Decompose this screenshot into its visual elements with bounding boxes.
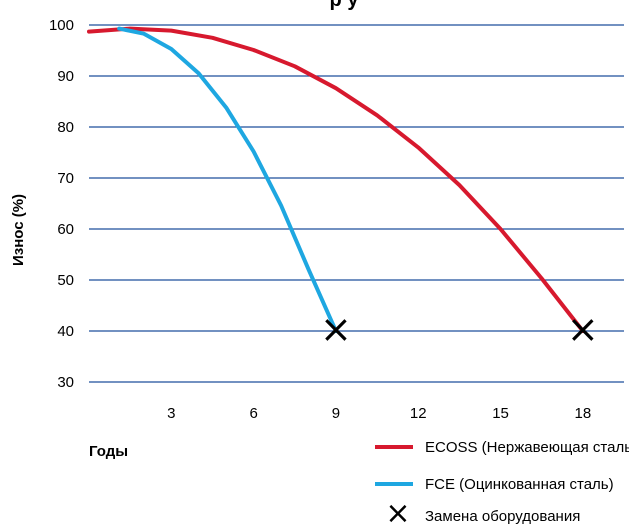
y-tick-label-100: 100 bbox=[49, 17, 74, 34]
x-tick-label-9: 9 bbox=[332, 405, 340, 422]
x-axis-label: Годы bbox=[89, 443, 128, 460]
replacement-marker-1: × bbox=[567, 307, 599, 351]
grid-lines bbox=[89, 24, 624, 383]
x-tick-label-12: 12 bbox=[410, 405, 427, 422]
y-tick-label-30: 30 bbox=[57, 374, 74, 391]
y-tick-label-70: 70 bbox=[57, 170, 74, 187]
chart-title: р у bbox=[330, 0, 360, 11]
y-tick-label-60: 60 bbox=[57, 221, 74, 238]
x-axis-ticks: 3 6 9 12 15 18 bbox=[167, 405, 591, 422]
series-lines bbox=[87, 26, 585, 333]
legend-label-ecoss: ECOSS (Нержавеющая сталь) bbox=[425, 439, 629, 456]
x-tick-label-6: 6 bbox=[249, 405, 257, 422]
legend-label-replacement: Замена оборудования bbox=[425, 508, 580, 524]
series-line-ecoss bbox=[87, 26, 585, 333]
legend-label-fce: FCE (Оцинкованная сталь) bbox=[425, 476, 614, 493]
x-tick-label-18: 18 bbox=[575, 405, 592, 422]
replacement-marker-0: × bbox=[320, 307, 352, 351]
y-axis-ticks: 30 40 50 60 70 80 90 100 bbox=[49, 17, 74, 391]
y-tick-label-40: 40 bbox=[57, 323, 74, 340]
y-tick-label-90: 90 bbox=[57, 68, 74, 85]
y-axis-label: Износ (%) bbox=[10, 194, 27, 266]
legend: ECOSS (Нержавеющая сталь) FCE (Оцинкован… bbox=[375, 439, 629, 524]
legend-marker-icon: × bbox=[385, 496, 410, 524]
x-tick-label-3: 3 bbox=[167, 405, 175, 422]
y-tick-label-50: 50 bbox=[57, 272, 74, 289]
series-line-fce bbox=[117, 26, 338, 333]
replacement-markers: × × bbox=[320, 307, 599, 351]
y-tick-label-80: 80 bbox=[57, 119, 74, 136]
x-tick-label-15: 15 bbox=[492, 405, 509, 422]
